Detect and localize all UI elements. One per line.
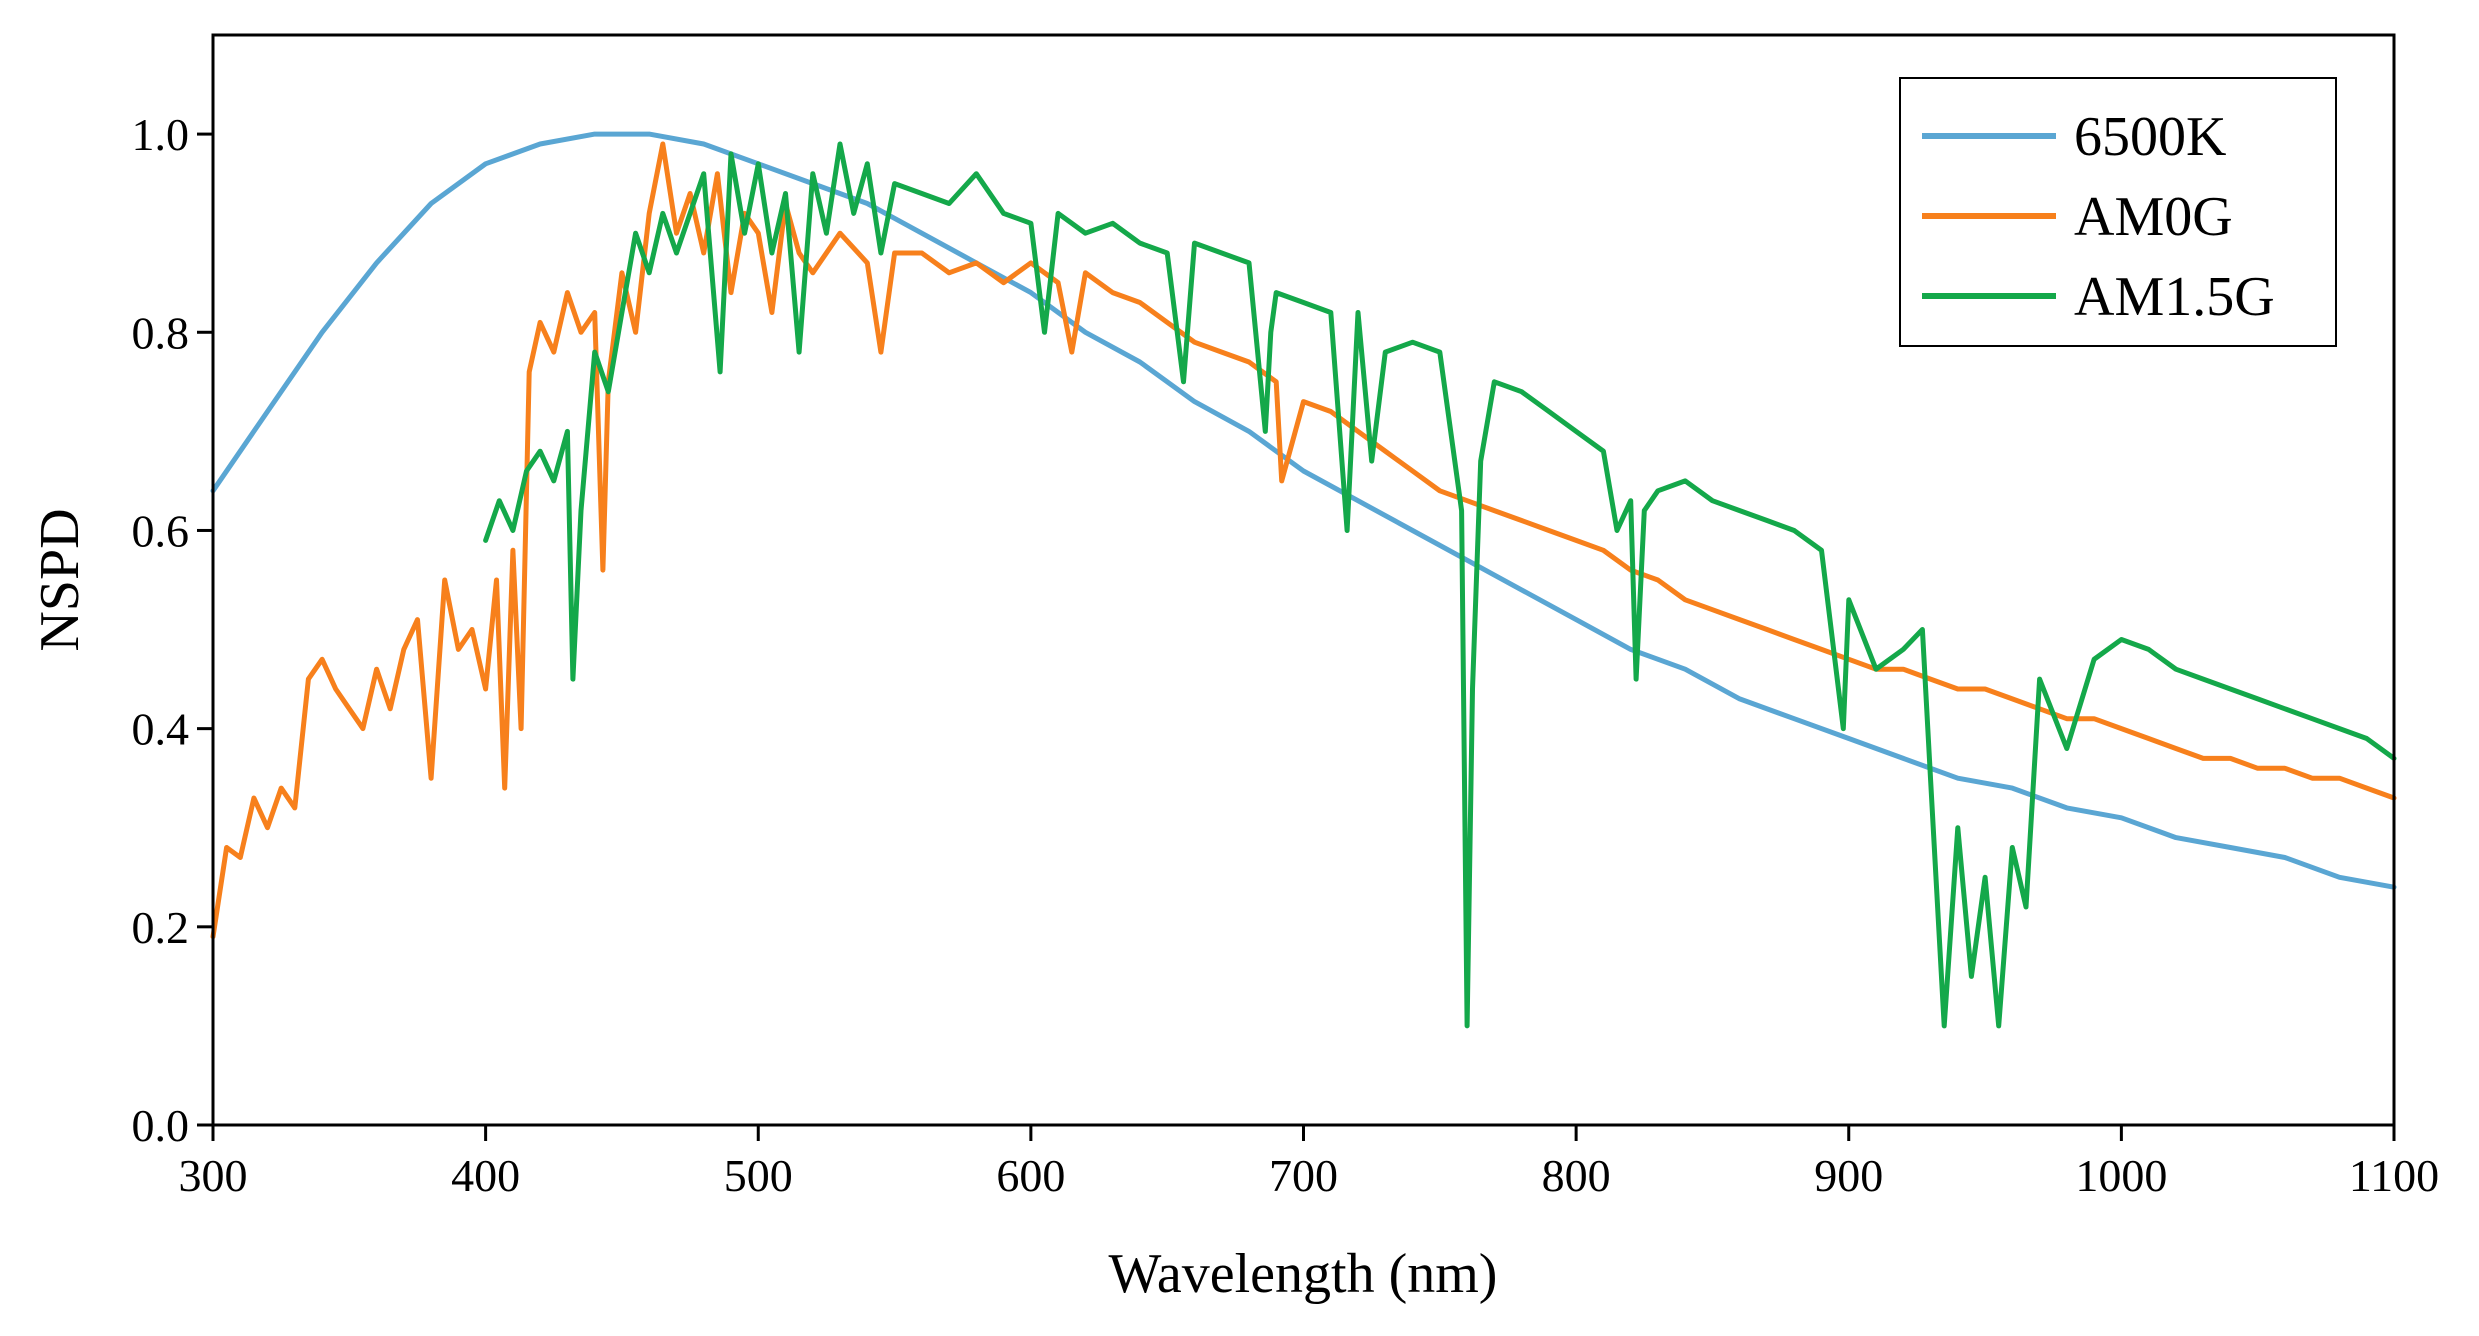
legend-label: 6500K [2074, 106, 2226, 168]
y-tick-label: 0.8 [132, 307, 190, 358]
series-line-am0g [210, 141, 2397, 940]
x-tick-label: 800 [1542, 1150, 1611, 1201]
series-line-am1-5g [483, 141, 2397, 1029]
legend-label: AM1.5G [2074, 266, 2275, 328]
legend-box [1899, 77, 2337, 347]
x-tick-label: 1100 [2349, 1150, 2439, 1201]
x-tick-label: 900 [1814, 1150, 1883, 1201]
x-tick-label: 300 [179, 1150, 248, 1201]
y-tick-label: 0.4 [132, 704, 190, 755]
y-tick-label: 0.0 [132, 1100, 190, 1151]
legend-label: AM0G [2074, 186, 2233, 248]
x-axis-title: Wavelength (nm) [1109, 1243, 1498, 1305]
series-lines [210, 131, 2397, 1029]
y-tick-label: 0.6 [132, 505, 190, 556]
y-tick-label: 1.0 [132, 109, 190, 160]
x-tick-label: 700 [1269, 1150, 1338, 1201]
x-tick-label: 600 [996, 1150, 1065, 1201]
y-axis-title: NSPD [29, 508, 91, 651]
x-tick-label: 1000 [2075, 1150, 2167, 1201]
x-tick-label: 500 [724, 1150, 793, 1201]
x-tick-label: 400 [451, 1150, 520, 1201]
legend: 6500K AM0G AM1.5G [1899, 77, 2337, 347]
y-tick-label: 0.2 [132, 902, 190, 953]
axis-ticks: 300 400 500 600 700 800 900 1000 1100 0.0 0.2 0.4 0.… [132, 109, 2440, 1201]
